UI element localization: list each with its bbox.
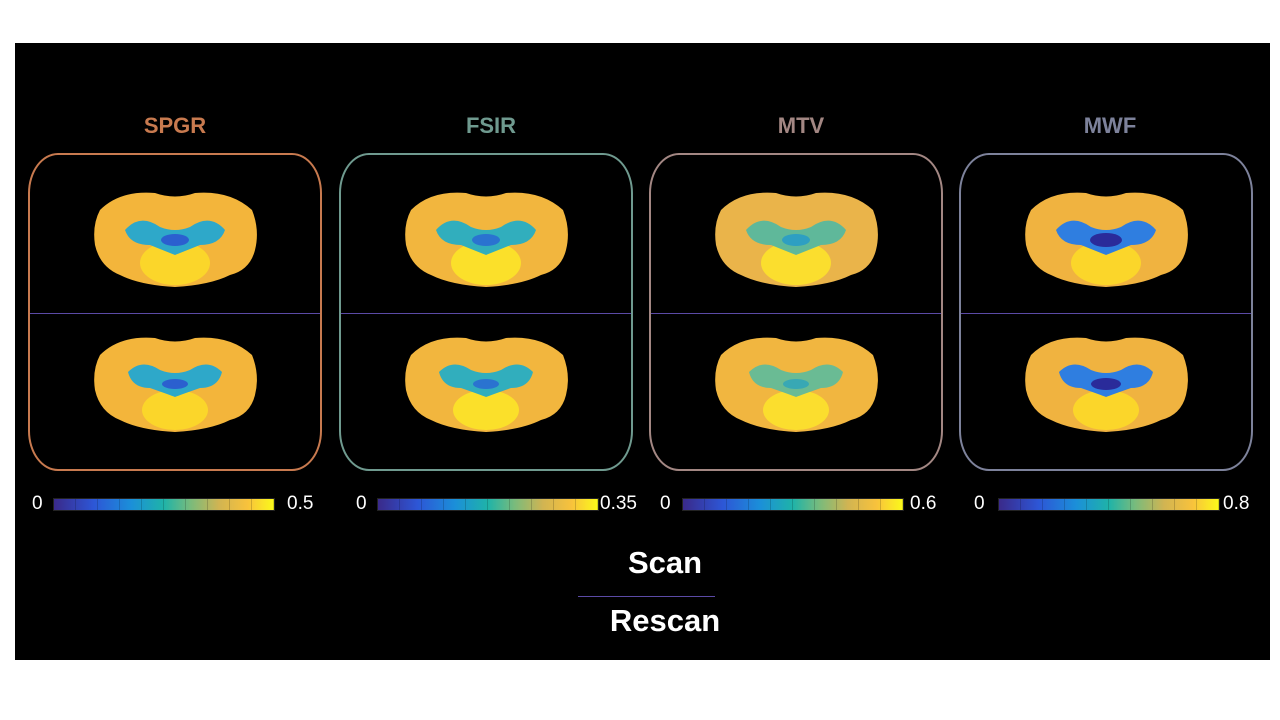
panel-fsir [339,153,633,471]
panel-mtv [649,153,943,471]
scan-rescan-divider [341,313,631,314]
colorbar-min-label: 0 [32,493,43,514]
brain-map-scan [715,192,878,287]
legend-scan-label: Scan [627,545,703,580]
panel-mwf [959,153,1253,471]
brain-map-scan [405,192,568,287]
scan-rescan-divider [961,313,1251,314]
colorbar [998,498,1220,511]
colorbar-min-label: 0 [660,493,671,514]
brain-map-scan [1025,192,1188,287]
colorbar-max-label: 0.35 [600,493,637,514]
figure-canvas: SPGR 0 0.5 FSIR [15,43,1270,660]
colorbar [682,498,904,511]
scan-rescan-divider [651,313,941,314]
panel-title-mwf: MWF [1083,113,1137,138]
colorbar-max-label: 0.8 [1223,493,1250,514]
panel-spgr [28,153,322,471]
brain-map-rescan [405,337,568,432]
colorbar-min-label: 0 [974,493,985,514]
scan-rescan-divider [30,313,320,314]
panel-title-spgr: SPGR [143,113,207,138]
colorbar-min-label: 0 [356,493,367,514]
brain-map-rescan [715,337,878,432]
colorbar-max-label: 0.5 [287,493,314,514]
brain-map-rescan [1025,337,1188,432]
colorbar [53,498,275,511]
colorbar-max-label: 0.6 [910,493,937,514]
panel-title-mtv: MTV [777,113,825,138]
brain-map-scan [94,192,257,287]
colorbar [377,498,599,511]
legend-divider [578,596,715,597]
legend-rescan-label: Rescan [609,603,721,638]
brain-map-rescan [94,337,257,432]
panel-title-fsir: FSIR [465,113,517,138]
